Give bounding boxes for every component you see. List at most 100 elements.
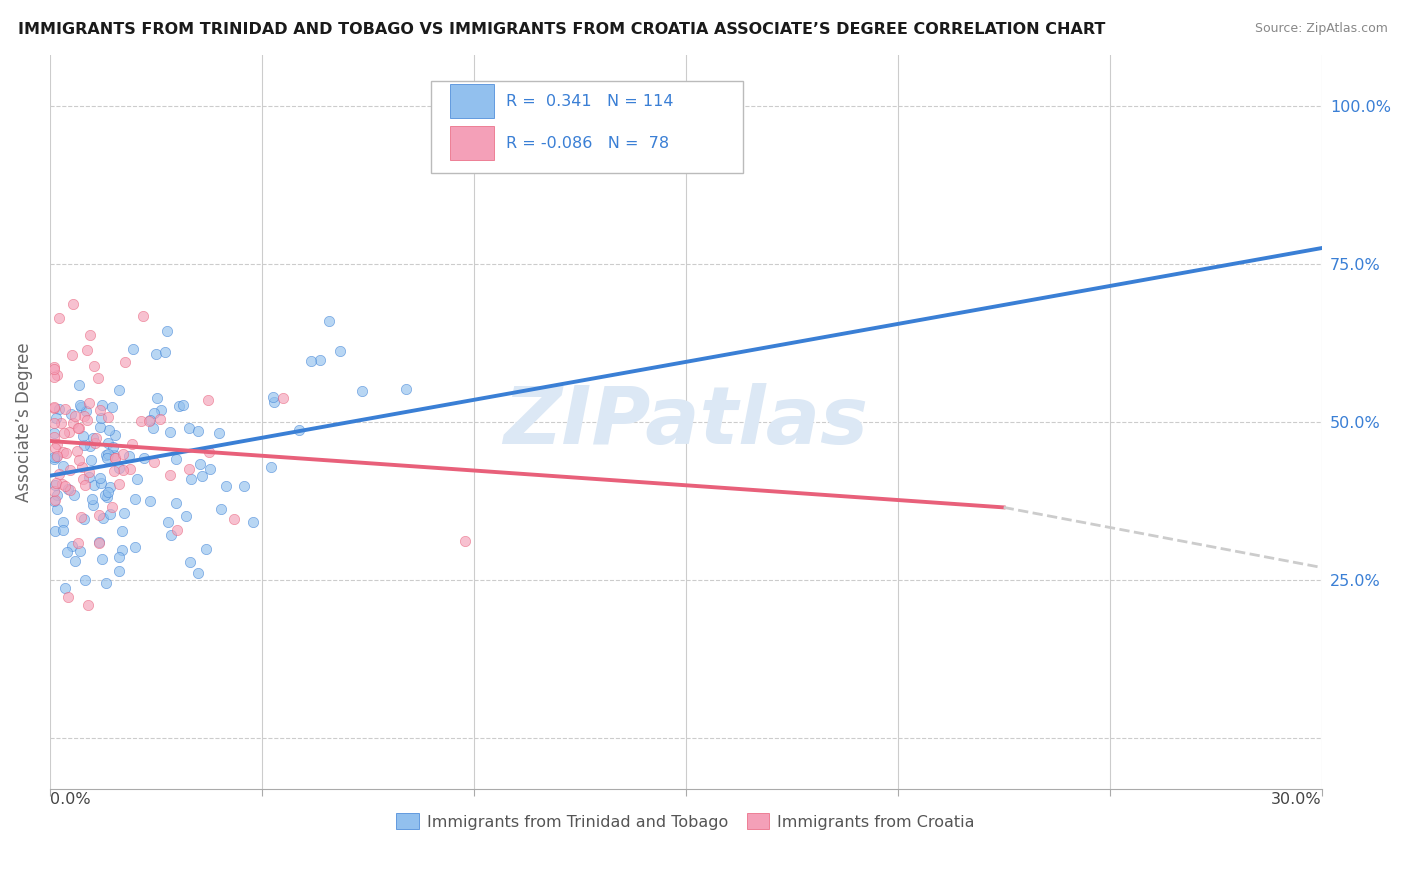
Point: [329, 344, 352, 359]
Point: [100, 401, 122, 415]
Point: [174, 509, 197, 524]
Point: [89, 411, 111, 425]
Point: [138, 493, 160, 508]
Point: [45, 450, 67, 464]
Point: [103, 464, 125, 478]
Point: [82, 492, 104, 507]
Point: [165, 496, 187, 510]
Point: [62, 416, 84, 430]
Point: [125, 472, 148, 486]
Point: [145, 346, 167, 360]
Point: [318, 314, 340, 328]
Point: [208, 425, 231, 440]
Point: [89, 403, 111, 417]
Point: [45, 450, 67, 464]
Point: [58, 482, 80, 496]
Point: [124, 492, 146, 507]
Text: IMMIGRANTS FROM TRINIDAD AND TOBAGO VS IMMIGRANTS FROM CROATIA ASSOCIATE’S DEGRE: IMMIGRANTS FROM TRINIDAD AND TOBAGO VS I…: [18, 22, 1105, 37]
Text: 0.0%: 0.0%: [49, 792, 90, 807]
Point: [77, 465, 100, 479]
Point: [67, 420, 90, 434]
Point: [195, 541, 218, 556]
Point: [76, 412, 98, 426]
Point: [51, 477, 73, 491]
Point: [82, 431, 104, 445]
Point: [79, 396, 101, 410]
Point: [271, 392, 294, 406]
Point: [156, 324, 179, 338]
Point: [188, 458, 211, 472]
Point: [59, 483, 82, 497]
Point: [58, 463, 80, 477]
Legend: Immigrants from Trinidad and Tobago, Immigrants from Croatia: Immigrants from Trinidad and Tobago, Imm…: [389, 807, 981, 836]
Point: [122, 342, 145, 356]
Point: [94, 576, 117, 591]
Point: [97, 485, 120, 500]
Point: [56, 590, 79, 604]
Point: [309, 353, 332, 368]
Point: [149, 403, 172, 417]
Point: [187, 424, 209, 438]
Point: [69, 398, 91, 412]
Point: [52, 425, 75, 440]
Point: [142, 421, 165, 435]
Point: [73, 409, 96, 423]
Point: [129, 414, 152, 428]
Point: [153, 345, 176, 359]
Point: [42, 483, 65, 498]
Point: [44, 441, 66, 455]
Point: [98, 507, 121, 521]
Point: [83, 359, 105, 373]
Point: [172, 398, 194, 412]
Y-axis label: Associate’s Degree: Associate’s Degree: [15, 343, 32, 502]
Point: [72, 460, 94, 475]
Point: [46, 437, 69, 451]
Point: [90, 399, 112, 413]
Point: [77, 469, 100, 483]
Point: [45, 475, 67, 490]
Point: [98, 423, 121, 437]
Point: [51, 416, 73, 430]
Point: [118, 450, 141, 464]
Point: [75, 404, 97, 418]
Point: [52, 523, 75, 537]
Point: [44, 524, 66, 538]
Point: [67, 420, 90, 434]
Point: [262, 391, 284, 405]
Point: [200, 462, 222, 476]
Point: [48, 311, 70, 326]
Point: [107, 564, 129, 578]
Point: [224, 512, 246, 526]
Point: [103, 428, 125, 442]
Point: [73, 512, 96, 526]
Point: [111, 542, 134, 557]
Point: [70, 510, 93, 524]
Text: Source: ZipAtlas.com: Source: ZipAtlas.com: [1254, 22, 1388, 36]
Point: [143, 455, 166, 469]
Point: [165, 451, 187, 466]
Point: [80, 452, 103, 467]
Point: [103, 451, 125, 466]
Point: [46, 368, 69, 383]
Point: [138, 415, 160, 429]
Point: [73, 573, 96, 587]
Point: [67, 377, 90, 392]
Point: [211, 502, 233, 516]
Point: [107, 383, 129, 397]
Point: [89, 534, 111, 549]
Point: [97, 436, 120, 450]
Point: [111, 463, 134, 477]
Point: [159, 425, 181, 439]
Point: [100, 500, 122, 514]
Point: [84, 435, 107, 450]
Point: [42, 430, 65, 444]
Point: [58, 425, 80, 439]
Point: [46, 488, 69, 502]
Point: [42, 493, 65, 508]
Point: [83, 478, 105, 492]
Point: [42, 450, 65, 464]
Point: [45, 411, 67, 425]
Point: [62, 297, 84, 311]
Point: [67, 453, 90, 467]
Point: [72, 429, 94, 443]
